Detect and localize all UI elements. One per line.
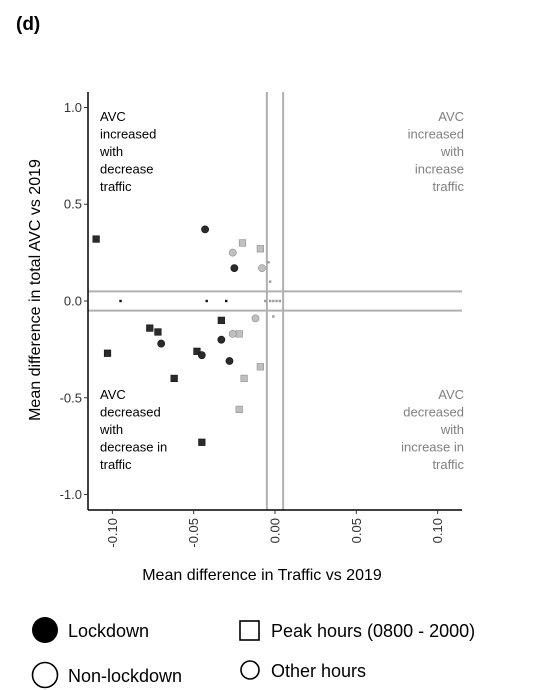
data-point-circle: [251, 314, 260, 323]
y-axis-title: Mean difference in total AVC vs 2019: [27, 159, 44, 421]
legend: Lockdown Peak hours (0800 - 2000) Non-lo…: [31, 617, 475, 689]
data-point-dot: [278, 299, 282, 303]
y-tick-label: 0.5: [64, 197, 82, 212]
legend-lockdown-label: Lockdown: [68, 621, 149, 641]
data-point-square: [170, 374, 178, 383]
data-point-circle: [157, 339, 166, 348]
data-point-square: [92, 235, 100, 243]
data-point-dot: [267, 261, 270, 264]
legend-square-icon: [239, 620, 260, 641]
data-point-circle: [197, 351, 206, 360]
reference-lines: [88, 92, 462, 510]
data-point-square: [198, 438, 206, 446]
quadrant-labels: AVC increased with decrease traffic AVC increa…: [99, 109, 464, 472]
data-point-square: [238, 239, 247, 247]
data-point-square: [193, 347, 201, 355]
data-point-square: [217, 316, 225, 324]
x-tick-label: 0.05: [349, 518, 364, 543]
data-point-square: [235, 330, 243, 338]
data-point-square: [256, 363, 264, 371]
data-point-square: [235, 405, 243, 413]
legend-open-circle-icon: [31, 661, 59, 689]
legend-small-circle-icon: [240, 660, 260, 680]
y-tick-label: -1.0: [60, 487, 82, 502]
data-point-circle: [258, 264, 266, 273]
data-point-circle: [228, 248, 237, 257]
quadrant-label-bottom-left: AVC decreased with decrease in traffic: [99, 387, 167, 472]
data-point-dot: [268, 299, 272, 303]
data-point-dot: [272, 315, 275, 318]
data-point-square: [103, 349, 112, 357]
data-point-circle: [228, 329, 237, 338]
x-tick-label: 0.10: [430, 518, 445, 543]
data-point-dot: [272, 299, 275, 303]
data-points: [92, 225, 282, 446]
x-axis-title: Mean difference in Traffic vs 2019: [142, 567, 382, 584]
x-tick-label: -0.10: [105, 518, 120, 548]
data-point-square: [146, 324, 154, 332]
data-point-square: [154, 328, 162, 336]
data-point-dot: [119, 299, 122, 303]
x-axis-ticks: -0.10 -0.05 0.00 0.05 0.10: [105, 510, 445, 548]
data-point-circle: [230, 264, 239, 273]
x-tick-label: -0.05: [186, 518, 201, 548]
data-point-dot: [268, 280, 272, 283]
data-point-circle: [225, 357, 234, 365]
data-point-dot: [275, 299, 278, 303]
x-tick-label: 0.00: [268, 518, 283, 543]
data-point-circle: [217, 335, 226, 344]
quadrant-label-top-right: AVC increased with increase traffic: [408, 109, 465, 194]
data-point-dot: [264, 299, 267, 303]
legend-peak-hours-label: Peak hours (0800 - 2000): [271, 621, 475, 641]
data-point-square: [256, 245, 264, 253]
quadrant-label-top-left: AVC increased with decrease traffic: [99, 109, 156, 194]
legend-non-lockdown-label: Non-lockdown: [68, 666, 182, 686]
data-point-circle: [201, 225, 209, 234]
legend-filled-circle-icon: [32, 617, 58, 643]
quadrant-label-bottom-right: AVC decreased with increase in traffic: [401, 387, 464, 472]
legend-other-hours-label: Other hours: [271, 661, 366, 681]
y-tick-label: 1.0: [64, 100, 82, 115]
data-point-dot: [205, 299, 208, 303]
panel-label: (d): [16, 14, 40, 35]
y-tick-label: -0.5: [60, 390, 82, 405]
y-axis-ticks: 1.0 0.5 0.0 -0.5 -1.0: [60, 100, 88, 502]
y-tick-label: 0.0: [64, 294, 82, 309]
data-point-dot: [225, 299, 228, 303]
data-point-square: [240, 374, 248, 383]
